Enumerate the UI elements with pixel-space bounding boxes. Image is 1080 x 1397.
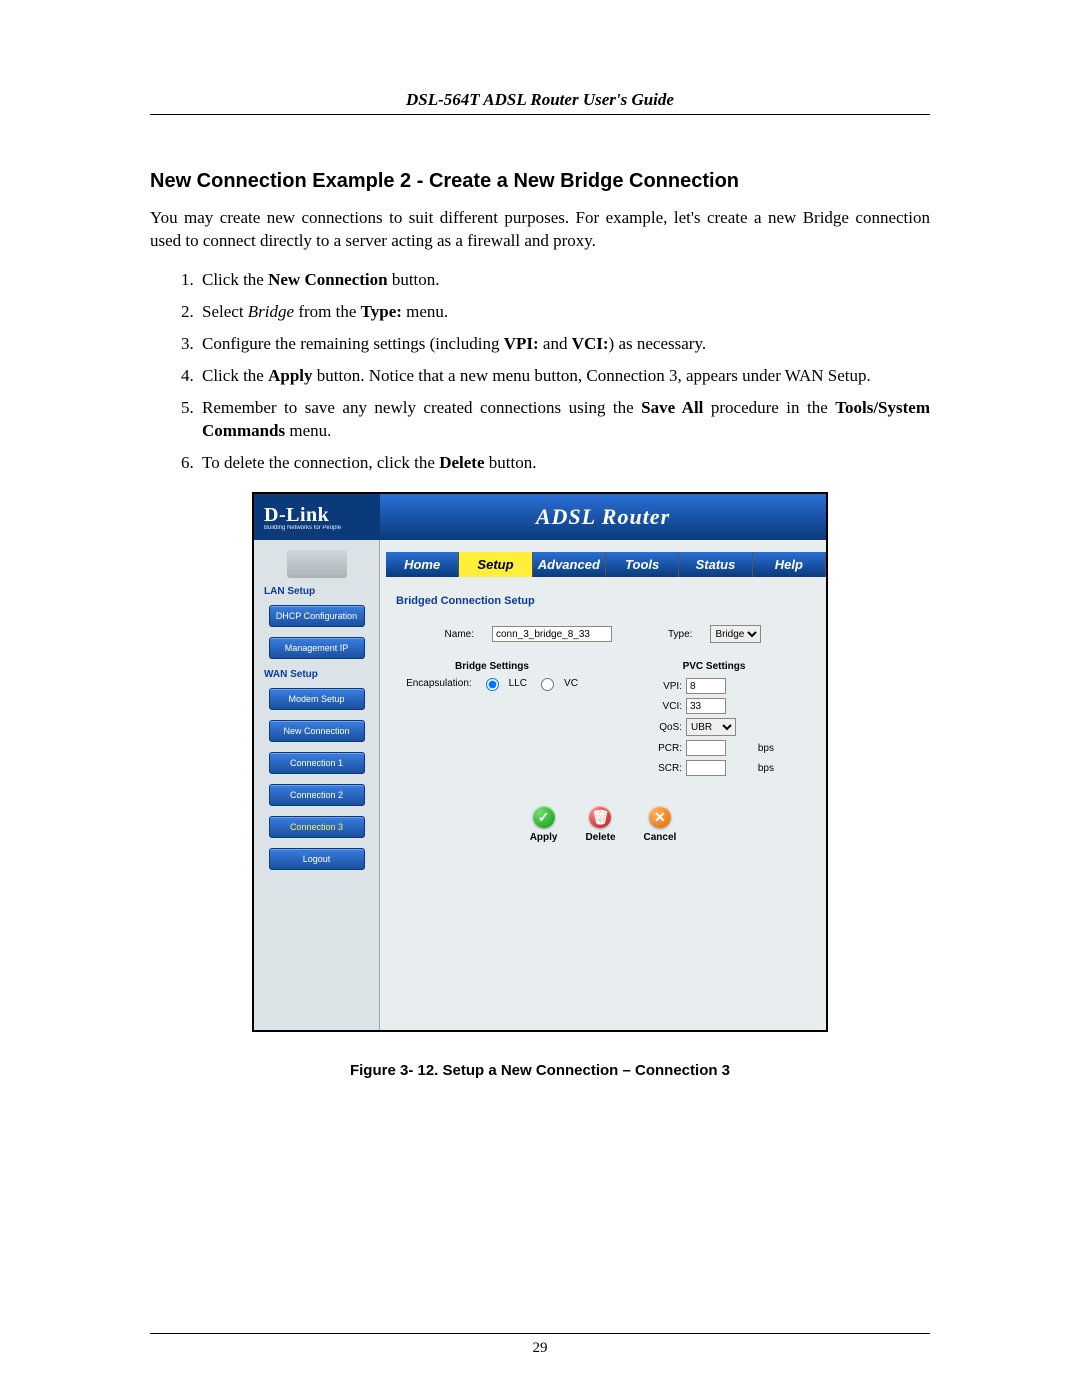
vpi-label: VPI: [642, 681, 682, 692]
router-banner: D-Link Building Networks for People ADSL… [254, 494, 826, 540]
pvc-settings-col: PVC Settings VPI: VCI: QoS: UBR PCR: b [618, 661, 810, 776]
main-area: Home Setup Advanced Tools Status Help Br… [380, 540, 826, 1030]
step-6: To delete the connection, click the Dele… [198, 452, 930, 475]
router-icon [287, 550, 347, 578]
delete-button[interactable]: 🗑 Delete [585, 806, 615, 843]
pcr-unit: bps [750, 743, 774, 754]
qos-select[interactable]: UBR [686, 718, 736, 736]
trash-icon: 🗑 [589, 806, 611, 828]
pcr-input[interactable] [686, 740, 726, 756]
encap-vc-label: VC [564, 678, 578, 691]
encap-llc-radio[interactable] [486, 678, 499, 691]
running-header: DSL-564T ADSL Router User's Guide [150, 90, 930, 115]
step-1: Click the New Connection button. [198, 269, 930, 292]
section-title: New Connection Example 2 - Create a New … [150, 170, 930, 193]
sidebar-new-connection-button[interactable]: New Connection [269, 720, 365, 742]
sidebar: LAN Setup DHCP Configuration Management … [254, 540, 380, 1030]
sidebar-connection-2-button[interactable]: Connection 2 [269, 784, 365, 806]
tab-setup[interactable]: Setup [459, 552, 532, 577]
encap-llc-label: LLC [509, 678, 527, 691]
step-2: Select Bridge from the Type: menu. [198, 301, 930, 324]
pvc-settings-heading: PVC Settings [618, 661, 810, 672]
step-3: Configure the remaining settings (includ… [198, 333, 930, 356]
type-select[interactable]: Bridge [710, 625, 761, 643]
apply-label: Apply [530, 832, 558, 843]
sidebar-connection-1-button[interactable]: Connection 1 [269, 752, 365, 774]
sidebar-modem-setup-button[interactable]: Modem Setup [269, 688, 365, 710]
tab-advanced[interactable]: Advanced [533, 552, 606, 577]
qos-label: QoS: [642, 722, 682, 733]
page-number: 29 [150, 1333, 930, 1357]
encapsulation-label: Encapsulation: [406, 678, 472, 691]
step-5: Remember to save any newly created conne… [198, 397, 930, 443]
scr-label: SCR: [642, 763, 682, 774]
vpi-input[interactable] [686, 678, 726, 694]
panel: Bridged Connection Setup Name: Type: Bri… [380, 577, 826, 853]
router-screenshot: D-Link Building Networks for People ADSL… [252, 492, 828, 1032]
sidebar-connection-3-button[interactable]: Connection 3 [269, 816, 365, 838]
encap-vc-radio[interactable] [541, 678, 554, 691]
tab-help[interactable]: Help [753, 552, 826, 577]
brand-tagline: Building Networks for People [264, 525, 380, 531]
cancel-button[interactable]: ✕ Cancel [644, 806, 677, 843]
brand-block: D-Link Building Networks for People [254, 494, 380, 540]
apply-button[interactable]: ✓ Apply [530, 806, 558, 843]
x-icon: ✕ [649, 806, 671, 828]
tab-bar: Home Setup Advanced Tools Status Help [380, 540, 826, 577]
panel-title: Bridged Connection Setup [396, 595, 810, 607]
brand-logo: D-Link [264, 504, 380, 527]
steps-list: Click the New Connection button. Select … [176, 269, 930, 475]
wan-setup-heading: WAN Setup [264, 669, 373, 680]
pcr-label: PCR: [642, 743, 682, 754]
name-input[interactable] [492, 626, 612, 642]
type-label: Type: [668, 629, 692, 640]
sidebar-dhcp-button[interactable]: DHCP Configuration [269, 605, 365, 627]
lan-setup-heading: LAN Setup [264, 586, 373, 597]
sidebar-logout-button[interactable]: Logout [269, 848, 365, 870]
sidebar-mgmt-ip-button[interactable]: Management IP [269, 637, 365, 659]
delete-label: Delete [585, 832, 615, 843]
tab-home[interactable]: Home [386, 552, 459, 577]
scr-unit: bps [750, 763, 774, 774]
bridge-settings-heading: Bridge Settings [396, 661, 588, 672]
step-4: Click the Apply button. Notice that a ne… [198, 365, 930, 388]
tab-status[interactable]: Status [679, 552, 752, 577]
product-name: ADSL Router [380, 494, 826, 540]
scr-input[interactable] [686, 760, 726, 776]
intro-paragraph: You may create new connections to suit d… [150, 207, 930, 253]
vci-input[interactable] [686, 698, 726, 714]
name-label: Name: [445, 629, 474, 640]
action-row: ✓ Apply 🗑 Delete ✕ Cancel [396, 806, 810, 843]
figure-caption: Figure 3- 12. Setup a New Connection – C… [150, 1062, 930, 1079]
tab-tools[interactable]: Tools [606, 552, 679, 577]
check-icon: ✓ [533, 806, 555, 828]
bridge-settings-col: Bridge Settings Encapsulation: LLC VC [396, 661, 588, 776]
cancel-label: Cancel [644, 832, 677, 843]
vci-label: VCI: [642, 701, 682, 712]
